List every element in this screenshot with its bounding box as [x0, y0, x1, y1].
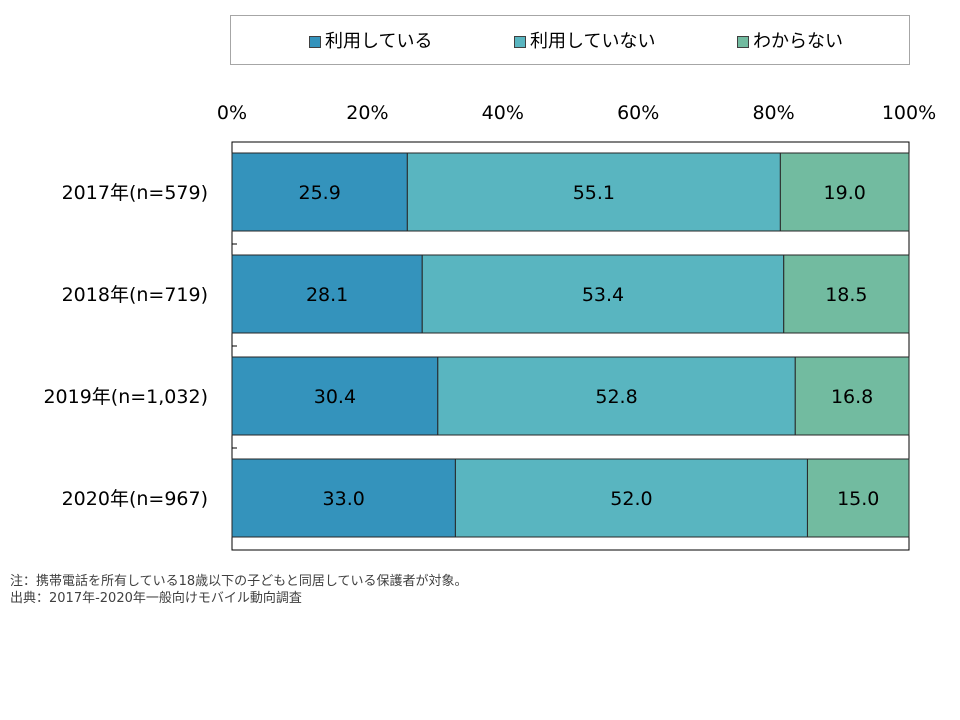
- bar-value-label: 25.9: [299, 182, 341, 204]
- y-category-label: 2018年(n=719): [62, 284, 208, 306]
- chart-legend: 利用している 利用していない わからない: [230, 15, 910, 65]
- bar-segment: [779, 152, 910, 232]
- legend-item-unknown: わからない: [737, 31, 843, 53]
- bar-segment: [421, 254, 785, 334]
- note-source: 出典：2017年-2020年一般向けモバイル動向調査: [10, 591, 302, 606]
- x-tick-label: 0%: [217, 102, 247, 124]
- note-target: 注：携帯電話を所有している18歳以下の子どもと同居している保護者が対象。: [10, 574, 468, 589]
- legend-item-using: 利用している: [309, 31, 432, 53]
- legend-label-unknown: わからない: [753, 31, 843, 52]
- bar-value-label: 53.4: [582, 284, 624, 306]
- x-tick-label: 40%: [482, 102, 524, 124]
- bar-value-label: 30.4: [314, 386, 356, 408]
- legend-item-not-using: 利用していない: [514, 31, 655, 53]
- legend-swatch-using: [309, 36, 321, 48]
- y-category-label: 2017年(n=579): [62, 182, 208, 204]
- bar-value-label: 18.5: [825, 284, 867, 306]
- bar-segment: [783, 254, 910, 334]
- bar-value-label: 28.1: [306, 284, 348, 306]
- bar-value-label: 52.0: [610, 488, 652, 510]
- bar-value-label: 19.0: [824, 182, 866, 204]
- bar-segment: [231, 254, 423, 334]
- bar-value-label: 55.1: [573, 182, 615, 204]
- x-tick-label: 100%: [882, 102, 936, 124]
- bar-segment: [806, 458, 910, 538]
- x-tick-label: 80%: [752, 102, 794, 124]
- legend-label-using: 利用している: [325, 31, 433, 52]
- y-category-label: 2019年(n=1,032): [43, 386, 208, 408]
- chart-notes: 注：携帯電話を所有している18歳以下の子どもと同居している保護者が対象。 出典：…: [10, 573, 468, 607]
- bar-value-label: 16.8: [831, 386, 873, 408]
- x-tick-label: 20%: [346, 102, 388, 124]
- bar-segment: [231, 356, 439, 436]
- bar-value-label: 15.0: [837, 488, 879, 510]
- bar-segment: [454, 458, 808, 538]
- bar-value-label: 33.0: [323, 488, 365, 510]
- legend-label-not-using: 利用していない: [530, 31, 656, 52]
- y-category-label: 2020年(n=967): [62, 488, 208, 510]
- x-tick-label: 60%: [617, 102, 659, 124]
- bar-value-label: 52.8: [595, 386, 637, 408]
- legend-swatch-unknown: [737, 36, 749, 48]
- bar-segment: [231, 152, 408, 232]
- bar-segment: [437, 356, 796, 436]
- bar-segment: [794, 356, 910, 436]
- legend-swatch-not-using: [514, 36, 526, 48]
